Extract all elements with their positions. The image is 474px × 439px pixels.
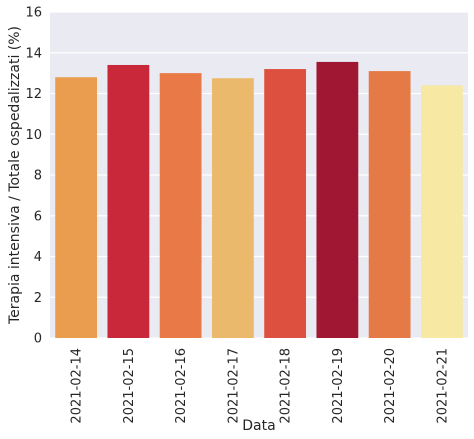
y-axis-ticks: 0 2 4 6 8 10 12 14 16 xyxy=(25,6,42,347)
y-tick-label: 6 xyxy=(34,209,42,224)
x-tick-label: 2021-02-20 xyxy=(383,348,398,424)
y-axis-title: Terapia intensiva / Totale ospedalizzati… xyxy=(7,26,23,325)
x-axis-ticks: 2021-02-14 2021-02-15 2021-02-16 2021-02-17… xyxy=(70,348,451,424)
bar-2021-02-19 xyxy=(316,61,359,338)
x-tick-label: 2021-02-21 xyxy=(435,348,450,424)
y-tick-label: 0 xyxy=(34,332,42,347)
x-tick-label: 2021-02-19 xyxy=(331,348,346,424)
x-tick-label: 2021-02-18 xyxy=(279,348,294,424)
bar-2021-02-20 xyxy=(368,71,411,339)
bars xyxy=(55,61,463,339)
y-tick-label: 16 xyxy=(25,6,42,21)
bar-2021-02-21 xyxy=(420,85,463,338)
bar-2021-02-15 xyxy=(107,64,150,338)
y-tick-label: 14 xyxy=(25,46,42,61)
bar-2021-02-18 xyxy=(264,69,307,339)
x-axis-title: Data xyxy=(242,418,275,434)
bar-2021-02-17 xyxy=(211,78,254,338)
y-tick-label: 2 xyxy=(34,291,42,306)
y-tick-label: 10 xyxy=(25,128,42,143)
x-tick-label: 2021-02-17 xyxy=(226,348,241,424)
y-tick-label: 12 xyxy=(25,87,42,102)
bar-2021-02-14 xyxy=(55,77,98,338)
x-tick-label: 2021-02-14 xyxy=(70,348,85,424)
y-tick-label: 4 xyxy=(34,250,42,265)
x-tick-label: 2021-02-16 xyxy=(174,348,189,424)
y-tick-label: 8 xyxy=(34,169,42,184)
bar-2021-02-16 xyxy=(159,73,202,338)
x-tick-label: 2021-02-15 xyxy=(122,348,137,424)
